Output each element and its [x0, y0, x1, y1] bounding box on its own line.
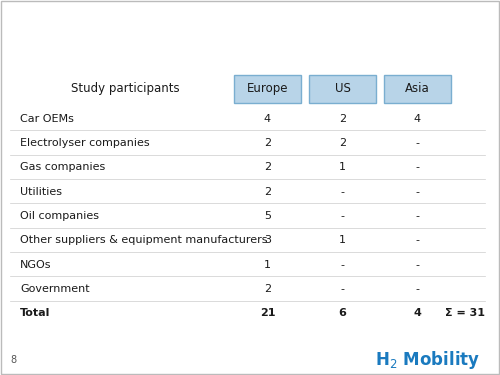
Text: Europe: Europe [247, 82, 288, 95]
Text: -: - [416, 187, 420, 196]
Text: Gas companies: Gas companies [20, 162, 105, 172]
Text: -: - [340, 211, 344, 221]
Text: H$_2$ Mobility: H$_2$ Mobility [375, 349, 480, 371]
FancyBboxPatch shape [309, 75, 376, 103]
Text: 4: 4 [414, 308, 422, 318]
Text: 5: 5 [264, 211, 271, 221]
FancyBboxPatch shape [234, 75, 301, 103]
Text: 2: 2 [339, 114, 346, 124]
Text: Government: Government [20, 284, 89, 294]
FancyBboxPatch shape [384, 75, 451, 103]
Text: 2: 2 [264, 187, 271, 196]
Text: Total: Total [20, 308, 50, 318]
Text: Electrolyser companies: Electrolyser companies [20, 138, 150, 148]
Text: 2: 2 [264, 162, 271, 172]
Text: -: - [340, 260, 344, 270]
Text: Σ = 31: Σ = 31 [445, 308, 485, 318]
Text: 1: 1 [339, 236, 346, 245]
Text: 2: 2 [339, 138, 346, 148]
Text: Oil companies: Oil companies [20, 211, 99, 221]
Text: 4: 4 [414, 114, 421, 124]
Text: -: - [416, 260, 420, 270]
Text: Utilities: Utilities [20, 187, 62, 196]
Text: -: - [416, 211, 420, 221]
Text: -: - [340, 187, 344, 196]
Text: -: - [416, 138, 420, 148]
Text: 1: 1 [339, 162, 346, 172]
Text: 21: 21 [260, 308, 275, 318]
Text: NGOs: NGOs [20, 260, 52, 270]
Text: 2: 2 [264, 138, 271, 148]
Text: -: - [416, 162, 420, 172]
Text: 6: 6 [338, 308, 346, 318]
Text: Coalition status: Coalition status [15, 25, 188, 44]
Text: Study participants: Study participants [70, 82, 180, 95]
Text: -: - [340, 284, 344, 294]
Text: -: - [416, 236, 420, 245]
Text: 3: 3 [264, 236, 271, 245]
Text: 1: 1 [264, 260, 271, 270]
Text: -: - [416, 284, 420, 294]
Text: 4: 4 [264, 114, 271, 124]
Text: Other suppliers & equipment manufacturers: Other suppliers & equipment manufacturer… [20, 236, 268, 245]
Text: US: US [334, 82, 350, 95]
Text: Car OEMs: Car OEMs [20, 114, 74, 124]
Text: 8: 8 [10, 355, 16, 365]
Text: 2: 2 [264, 284, 271, 294]
Text: Asia: Asia [405, 82, 430, 95]
